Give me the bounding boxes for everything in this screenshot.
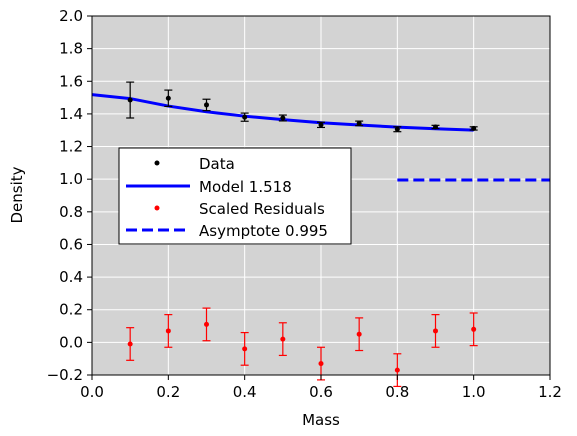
data-point bbox=[280, 115, 286, 121]
y-tick-label: 1.8 bbox=[59, 40, 83, 58]
y-axis-label: Density bbox=[8, 166, 26, 223]
residual-point bbox=[204, 321, 209, 327]
data-point bbox=[127, 97, 133, 103]
residual-point bbox=[433, 328, 438, 334]
y-tick-label: 1.6 bbox=[59, 72, 83, 90]
legend-label-model: Model 1.518 bbox=[199, 178, 292, 196]
y-tick-label: 0.2 bbox=[59, 301, 83, 319]
x-axis-label: Mass bbox=[302, 411, 340, 429]
y-tick-label: 1.2 bbox=[59, 138, 83, 156]
data-point bbox=[433, 124, 438, 130]
legend-marker-data bbox=[154, 160, 160, 166]
x-tick-label: 0.4 bbox=[233, 383, 257, 401]
y-tick-label: 2.0 bbox=[59, 7, 83, 25]
x-tick-label: 0.0 bbox=[80, 383, 104, 401]
residual-point bbox=[242, 346, 248, 352]
x-tick-label: 0.6 bbox=[309, 383, 333, 401]
residual-point bbox=[127, 341, 133, 347]
legend: Data Model 1.518 Scaled Residuals Asympt… bbox=[118, 147, 352, 245]
x-tick-label: 1.2 bbox=[538, 383, 562, 401]
residual-point bbox=[280, 336, 286, 342]
y-tick-label: 0.4 bbox=[59, 268, 83, 286]
legend-label-data: Data bbox=[199, 155, 235, 173]
residual-point bbox=[471, 326, 477, 332]
y-tick-label: −0.2 bbox=[47, 366, 83, 384]
data-point bbox=[356, 120, 362, 126]
y-tick-label: 0.0 bbox=[59, 333, 83, 351]
y-tick-label: 0.6 bbox=[59, 235, 83, 253]
residual-point bbox=[394, 367, 400, 373]
legend-label-residuals: Scaled Residuals bbox=[199, 200, 325, 218]
data-point bbox=[471, 125, 477, 131]
data-point bbox=[318, 122, 324, 128]
x-tick-label: 0.2 bbox=[156, 383, 180, 401]
legend-marker-residuals bbox=[154, 205, 160, 211]
data-point bbox=[204, 102, 209, 108]
axes: 0.0 0.2 0.4 0.6 0.8 1.0 1.2−0.20.00.20.40.60.8… bbox=[47, 7, 562, 401]
data-point bbox=[165, 95, 171, 101]
legend-label-asymptote: Asymptote 0.995 bbox=[199, 222, 328, 240]
data-point bbox=[394, 126, 400, 132]
series-layer bbox=[91, 81, 550, 388]
residual-point bbox=[356, 331, 362, 337]
x-tick-label: 0.8 bbox=[385, 383, 409, 401]
residual-point bbox=[165, 328, 171, 334]
y-tick-label: 0.8 bbox=[59, 203, 83, 221]
y-tick-label: 1.0 bbox=[59, 170, 83, 188]
data-point bbox=[242, 114, 248, 120]
y-tick-label: 1.4 bbox=[59, 105, 83, 123]
x-tick-label: 1.0 bbox=[462, 383, 486, 401]
residual-point bbox=[318, 361, 324, 367]
